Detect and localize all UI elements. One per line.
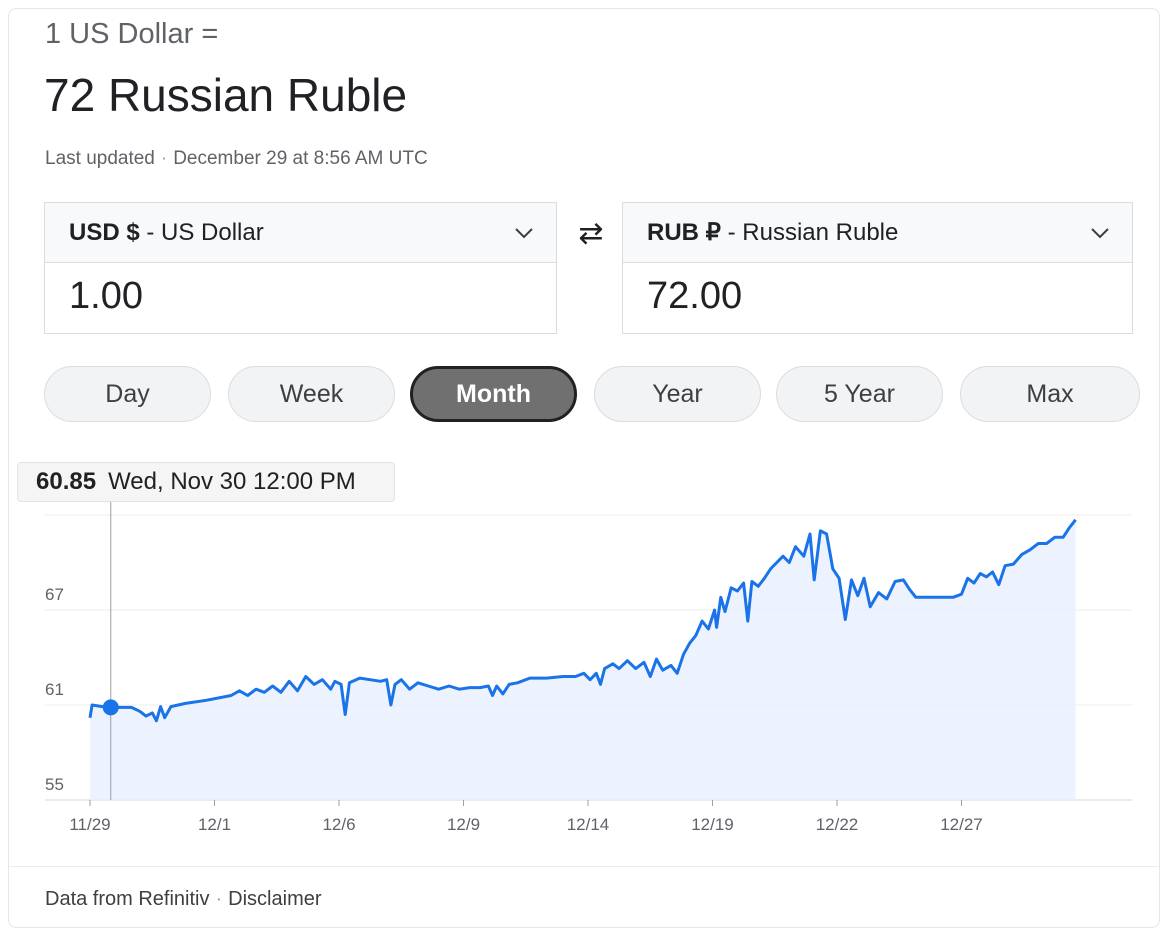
last-updated-value: December 29 at 8:56 AM UTC — [173, 148, 428, 169]
disclaimer-link[interactable]: Disclaimer — [228, 888, 322, 910]
to-currency-name: - Russian Ruble — [727, 218, 899, 246]
chart-tooltip: 60.85 Wed, Nov 30 12:00 PM — [17, 462, 395, 502]
chevron-down-icon — [515, 228, 533, 239]
from-currency-select[interactable]: USD $ - US Dollar — [45, 203, 556, 263]
last-updated: Last updated · December 29 at 8:56 AM UTC — [45, 148, 428, 170]
tab-month[interactable]: Month — [410, 366, 577, 422]
from-currency-box: USD $ - US Dollar 1.00 — [44, 202, 557, 334]
tab-year[interactable]: Year — [594, 366, 761, 422]
footer: Data from Refinitiv · Disclaimer — [45, 888, 322, 911]
from-amount-input[interactable]: 1.00 — [69, 275, 143, 317]
conversion-result-text: 72 Russian Ruble — [44, 69, 408, 121]
to-amount-input[interactable]: 72.00 — [647, 275, 743, 317]
conversion-base-text: 1 US Dollar = — [45, 18, 219, 50]
separator-dot: · — [160, 148, 168, 169]
footer-divider — [8, 866, 1160, 867]
tab-day[interactable]: Day — [44, 366, 211, 422]
to-currency-code: RUB ₽ — [647, 219, 721, 246]
last-updated-label: Last updated — [45, 148, 155, 169]
tab-5-year[interactable]: 5 Year — [776, 366, 943, 422]
from-currency-name: - US Dollar — [146, 218, 264, 246]
tooltip-time: Wed, Nov 30 12:00 PM — [108, 468, 356, 495]
to-currency-select[interactable]: RUB ₽ - Russian Ruble — [623, 203, 1132, 263]
swap-currencies-icon[interactable]: ⇄ — [578, 216, 604, 250]
data-source-link[interactable]: Data from Refinitiv — [45, 888, 210, 910]
tooltip-value: 60.85 — [36, 468, 97, 495]
chevron-down-icon — [1091, 228, 1109, 239]
separator-dot: · — [215, 888, 223, 910]
to-currency-box: RUB ₽ - Russian Ruble 72.00 — [622, 202, 1133, 334]
from-currency-code: USD $ — [69, 218, 140, 246]
tab-max[interactable]: Max — [960, 366, 1140, 422]
tab-week[interactable]: Week — [228, 366, 395, 422]
